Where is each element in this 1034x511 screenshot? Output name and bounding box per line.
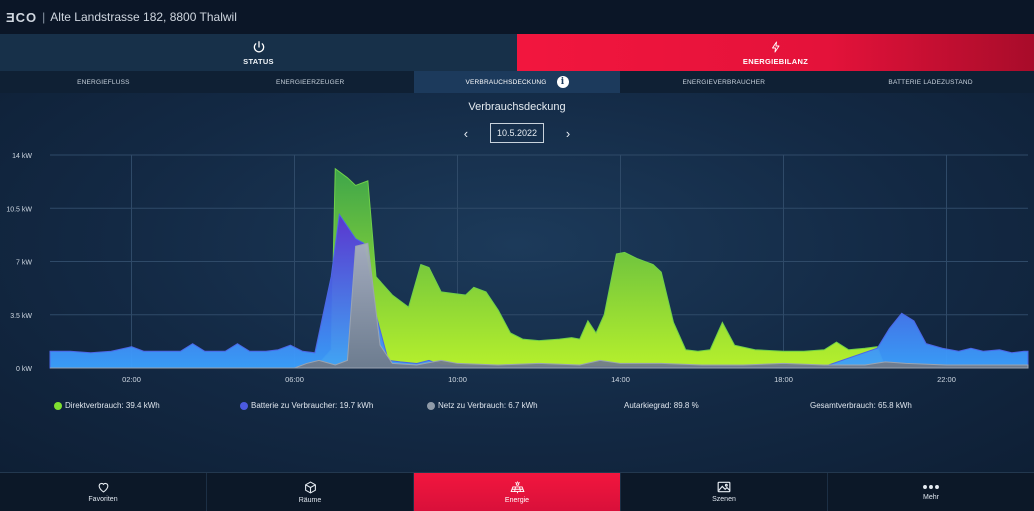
- x-tick-label: 06:00: [285, 375, 304, 384]
- subtab-batterie-ladezustand[interactable]: BATTERIE LADEZUSTAND: [827, 71, 1034, 93]
- subtab-energieerzeuger[interactable]: ENERGIEERZEUGER: [207, 71, 414, 93]
- subtab-label: BATTERIE LADEZUSTAND: [888, 78, 973, 86]
- title-separator: |: [42, 10, 46, 24]
- legend-label: Direktverbrauch: 39.4 kWh: [65, 401, 160, 410]
- lightning-icon: [771, 41, 779, 52]
- heart-icon: [98, 482, 108, 493]
- tab-energiebilanz[interactable]: ENERGIEBILANZ: [517, 34, 1034, 71]
- legend-netz: Netz zu Verbrauch: 6.7 kWh: [427, 401, 538, 410]
- subtab-label: ENERGIEVERBRAUCHER: [682, 78, 766, 86]
- nav-label: Energie: [504, 496, 530, 504]
- dots-icon: [923, 485, 939, 489]
- nav-favoriten[interactable]: Favoriten: [0, 473, 207, 511]
- legend-dot-green: [54, 401, 62, 410]
- tab-status[interactable]: STATUS: [0, 34, 517, 71]
- nav-mehr[interactable]: Mehr: [828, 473, 1034, 511]
- x-tick-label: 02:00: [122, 375, 141, 384]
- legend-gesamtverbrauch: Gesamtverbrauch: 65.8 kWh: [810, 401, 912, 410]
- x-tick-label: 10:00: [448, 375, 467, 384]
- nav-raeume[interactable]: Räume: [207, 473, 414, 511]
- legend-label: Gesamtverbrauch: 65.8 kWh: [810, 401, 912, 410]
- series-area-netz-zu-verbrauch: [50, 242, 1029, 369]
- previous-day-button[interactable]: ‹: [463, 125, 469, 141]
- subtab-energieverbraucher[interactable]: ENERGIEVERBRAUCHER: [620, 71, 827, 93]
- legend-batterie: Batterie zu Verbraucher: 19.7 kWh: [240, 401, 373, 410]
- y-tick-label: 10.5 kW: [6, 206, 32, 213]
- legend-label: Batterie zu Verbraucher: 19.7 kWh: [251, 401, 374, 410]
- top-bar: ƎCO | Alte Landstrasse 182, 8800 Thalwil: [0, 0, 1034, 34]
- nav-label: Szenen: [712, 496, 736, 503]
- tab-status-label: STATUS: [243, 56, 274, 66]
- content-area: 0 kW 3.5 kW 7 kW 10.5 kW 14 kW 02:00 06:00 10:0…: [0, 93, 1034, 472]
- subtab-label: VERBRAUCHSDECKUNG: [465, 78, 547, 86]
- y-tick-label: 14 kW: [12, 153, 32, 160]
- subtab-label: ENERGIEFLUSS: [77, 78, 130, 86]
- nav-label: Favoriten: [88, 496, 118, 503]
- info-icon[interactable]: i: [556, 76, 569, 88]
- legend-label: Netz zu Verbrauch: 6.7 kWh: [438, 401, 538, 410]
- power-icon: [253, 40, 264, 52]
- y-tick-label: 0 kW: [16, 366, 32, 373]
- subtab-verbrauchsdeckung[interactable]: VERBRAUCHSDECKUNG i: [413, 71, 621, 93]
- nav-szenen[interactable]: Szenen: [621, 473, 828, 511]
- x-tick-label: 14:00: [611, 375, 630, 384]
- main-tabs: STATUS ENERGIEBILANZ: [0, 34, 1034, 71]
- legend-dot-blue: [240, 401, 248, 410]
- nav-label: Räume: [298, 496, 322, 504]
- consumption-chart: 0 kW 3.5 kW 7 kW 10.5 kW 14 kW 02:00 06:00 10:0…: [6, 153, 1029, 384]
- page-title: Verbrauchsdeckung: [468, 101, 566, 113]
- y-tick-label: 3.5 kW: [10, 313, 32, 320]
- legend-autarkiegrad: Autarkiegrad: 89.8 %: [624, 401, 699, 410]
- site-address: Alte Landstrasse 182, 8800 Thalwil: [50, 10, 237, 24]
- brand-logo: ƎCO: [6, 9, 38, 25]
- date-selector: ‹ 10.5.2022 ›: [0, 123, 1034, 143]
- nav-energie[interactable]: Energie: [414, 473, 621, 511]
- y-tick-label: 7 kW: [16, 260, 32, 267]
- x-tick-label: 22:00: [937, 375, 956, 384]
- cube-icon: [304, 481, 316, 493]
- next-day-button[interactable]: ›: [565, 125, 571, 141]
- x-tick-label: 18:00: [774, 375, 793, 384]
- legend-dot-grey: [427, 401, 435, 410]
- date-field[interactable]: 10.5.2022: [489, 123, 545, 143]
- sub-tabs: ENERGIEFLUSS ENERGIEERZEUGER VERBRAUCHSD…: [0, 71, 1034, 94]
- tab-energiebilanz-label: ENERGIEBILANZ: [742, 56, 809, 66]
- legend-direktverbrauch: Direktverbrauch: 39.4 kWh: [54, 401, 160, 410]
- legend-label: Autarkiegrad: 89.8 %: [624, 401, 699, 410]
- series-area-direktverbrauch: [50, 167, 1028, 369]
- subtab-label: ENERGIEERZEUGER: [276, 78, 345, 86]
- bottom-navigation: Favoriten Räume Energie Szenen Mehr: [0, 472, 1034, 511]
- solar-panel-icon: [509, 480, 525, 493]
- nav-label: Mehr: [923, 494, 939, 501]
- chart-legend: Direktverbrauch: 39.4 kWh Batterie zu Ve…: [0, 401, 1034, 415]
- image-icon: [717, 481, 731, 493]
- subtab-energiefluss[interactable]: ENERGIEFLUSS: [0, 71, 207, 93]
